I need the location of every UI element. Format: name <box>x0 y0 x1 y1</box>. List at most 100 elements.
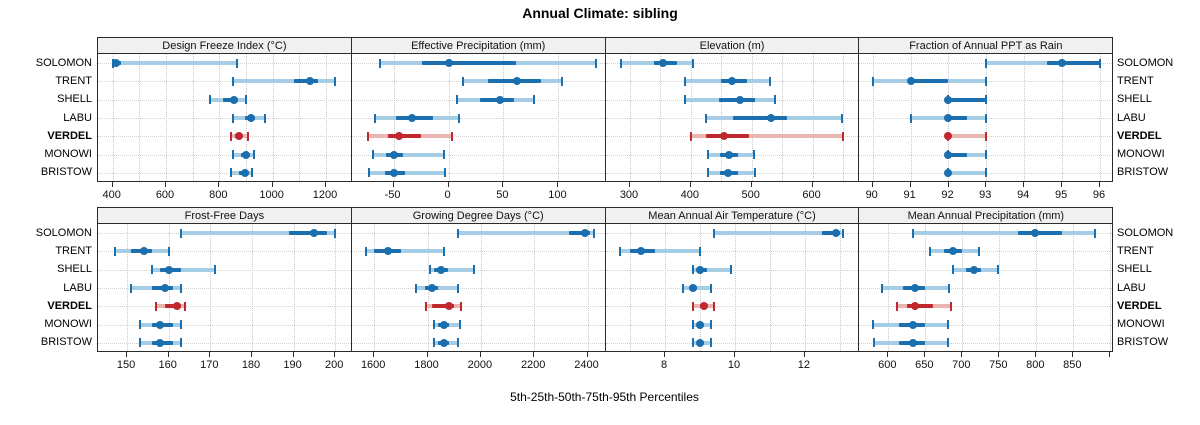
gridline-x <box>219 54 221 181</box>
whisker-cap-high <box>730 265 733 275</box>
whisker-cap-high <box>458 320 461 330</box>
gridline-y <box>98 306 351 308</box>
median-dot <box>699 302 708 311</box>
axis-tick <box>871 182 873 187</box>
axis-tick <box>803 352 805 357</box>
iqr-band-25-75 <box>733 116 787 120</box>
site-label-left: LABU <box>63 281 92 294</box>
whisker-cap-low <box>373 113 376 123</box>
axis-tick-label: 90 <box>865 189 878 201</box>
median-dot <box>512 77 521 86</box>
gridline-x <box>139 54 141 181</box>
axis-tick-label: 2200 <box>520 359 546 371</box>
axis-tick-label: 600 <box>802 189 821 201</box>
gridline-x <box>804 224 806 351</box>
range-band-5-95 <box>458 231 595 236</box>
range-band-5-95 <box>372 152 445 157</box>
iqr-band-25-75 <box>906 304 933 309</box>
panel-title: Mean Annual Air Temperature (°C) <box>648 209 816 222</box>
site-label-right: MONOWI <box>1117 148 1165 161</box>
site-label-left: MONOWI <box>44 148 92 161</box>
whisker-cap-high <box>842 131 844 141</box>
site-label-right: SHELL <box>1117 93 1152 106</box>
gridline-y <box>859 306 1113 308</box>
whisker-cap-low <box>872 320 875 330</box>
median-dot <box>408 114 417 122</box>
axis-caption: 5th-25th-50th-75th-95th Percentiles <box>510 390 699 404</box>
range-band-5-95 <box>948 152 987 157</box>
panel-header: Frost-Free Days <box>97 207 352 224</box>
whisker-cap-high <box>713 301 715 311</box>
gridline-y <box>859 324 1113 326</box>
whisker-cap-low <box>985 58 988 68</box>
range-band-5-95 <box>948 134 987 139</box>
median-dot <box>580 229 589 238</box>
panel-plot <box>858 224 1114 352</box>
whisker-cap-low <box>461 76 464 86</box>
gridline-y <box>98 288 351 289</box>
whisker-cap-high <box>985 150 988 160</box>
panel-title: Effective Precipitation (mm) <box>411 39 546 52</box>
axis-tick-label: 1200 <box>312 189 338 201</box>
gridline-y <box>351 251 605 253</box>
panel-title: Growing Degree Days (°C) <box>412 209 544 222</box>
gridline-x <box>503 54 505 181</box>
median-dot <box>305 77 314 86</box>
gridline-x <box>1110 224 1112 351</box>
median-dot <box>696 320 705 329</box>
axis-tick <box>924 352 926 357</box>
panel-title: Design Freeze Index (°C) <box>162 39 287 52</box>
axis-tick-label: 800 <box>1026 359 1045 371</box>
whisker-cap-low <box>429 265 432 275</box>
whisker-cap-high <box>180 320 183 330</box>
site-label-left: TRENT <box>55 74 92 87</box>
gridline-y <box>859 342 1113 344</box>
gridline-y <box>859 251 1113 253</box>
median-dot <box>727 77 736 86</box>
gridline-y <box>98 251 351 253</box>
axis-tick <box>689 182 691 187</box>
iqr-band-25-75 <box>822 231 840 236</box>
axis-tick-label: 700 <box>952 359 971 371</box>
median-dot <box>1030 229 1039 238</box>
axis-tick-label: 150 <box>116 359 136 371</box>
panel-title: Mean Annual Precipitation (mm) <box>907 209 1065 222</box>
axis-tick-label: 2400 <box>574 359 599 371</box>
median-dot <box>234 132 243 141</box>
whisker-cap-high <box>985 131 988 141</box>
site-label-left: VERDEL <box>47 129 92 142</box>
median-dot <box>696 265 705 274</box>
axis-tick-label: 100 <box>548 189 567 201</box>
whisker-cap-low <box>689 131 692 141</box>
whisker-cap-high <box>473 265 476 275</box>
whisker-cap-high <box>263 113 266 123</box>
gridline-y <box>351 172 605 174</box>
whisker-cap-high <box>709 338 712 348</box>
whisker-cap-high <box>184 301 187 311</box>
whisker-cap-low <box>618 246 621 256</box>
iqr-band-25-75 <box>1046 61 1100 66</box>
axis-tick <box>209 352 211 357</box>
gridline-x <box>1100 54 1102 181</box>
whisker-cap-low <box>683 95 686 105</box>
axis-tick-label: 300 <box>619 189 639 201</box>
axis-tick-label: -50 <box>384 189 401 201</box>
site-label-left: SHELL <box>57 93 92 106</box>
axis-tick <box>325 182 326 187</box>
median-dot <box>723 168 732 177</box>
range-band-5-95 <box>181 231 336 236</box>
site-label-left: MONOWI <box>44 318 92 331</box>
gridline-y <box>605 251 859 253</box>
whisker-cap-low <box>113 246 116 256</box>
whisker-cap-high <box>950 301 953 311</box>
axis-tick-label: 96 <box>1092 189 1106 201</box>
axis-tick-label: 800 <box>209 189 228 201</box>
gridline-y <box>351 288 605 289</box>
panel-plot <box>604 224 860 352</box>
range-band-5-95 <box>986 61 1100 66</box>
whisker-cap-high <box>752 150 755 160</box>
axis-tick-label: 400 <box>680 189 699 201</box>
iqr-band-25-75 <box>948 116 968 120</box>
median-dot <box>970 265 979 274</box>
range-band-5-95 <box>693 267 732 272</box>
